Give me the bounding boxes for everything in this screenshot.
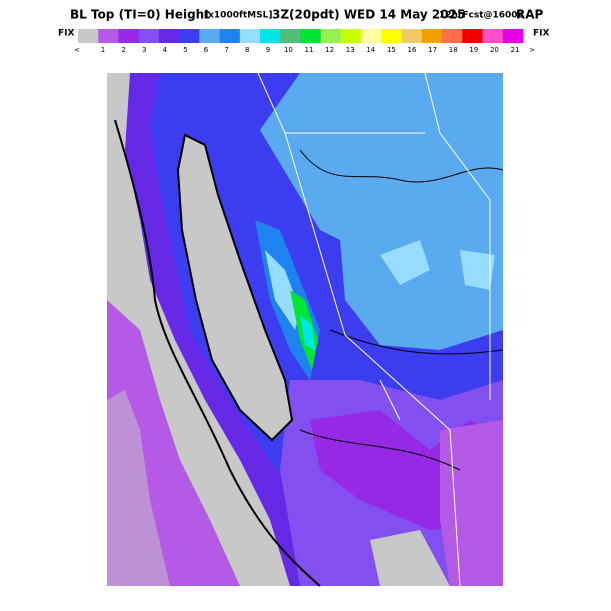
colorbar-swatch (118, 29, 140, 43)
colorbar-swatch (401, 29, 423, 43)
colorbar-label: 17 (428, 46, 437, 54)
colorbar-label: 11 (305, 46, 314, 54)
colorbar-swatch (442, 29, 463, 43)
contour (114, 119, 321, 587)
colorbar-swatch (381, 29, 403, 43)
colorbar-label: 10 (284, 46, 293, 54)
colorbar-swatch (158, 29, 180, 43)
colorbar-swatch (260, 29, 281, 43)
region (300, 315, 315, 350)
region (380, 240, 495, 290)
colorbar-swatch (421, 29, 443, 43)
region (370, 530, 450, 586)
colorbar-label: 12 (325, 46, 334, 54)
legend-left-label: FIX (58, 29, 74, 39)
title: BL Top (TI=0) Height (70, 8, 210, 22)
region (340, 200, 503, 350)
colorbar-label: 20 (490, 46, 499, 54)
colorbar-label: 14 (366, 46, 375, 54)
colorbar-label: 9 (266, 46, 270, 54)
map (107, 72, 504, 587)
colorbar-label: 5 (183, 46, 187, 54)
legend-right-label: FIX (533, 29, 549, 39)
colorbar-label: 13 (346, 46, 355, 54)
colorbar-swatch (179, 29, 200, 43)
colorbar-label: 19 (469, 46, 478, 54)
colorbar-label: 21 (511, 46, 520, 54)
colorbar-label: 6 (204, 46, 209, 54)
colorbar-swatch (199, 29, 221, 43)
colorbar-label: 1 (101, 46, 105, 54)
model: RAP (516, 8, 544, 22)
colorbar: <1 2 3 4 5 6 7 8 9 10 11 12 13 14 15 16 17 18 19 20 21 > (74, 29, 535, 54)
region (440, 420, 503, 586)
colorbar-label: 3 (142, 46, 146, 54)
state-boundary (257, 72, 491, 587)
colorbar-label: 8 (245, 46, 249, 54)
region (265, 250, 300, 330)
colorbar-swatch (361, 29, 382, 43)
central-valley (178, 135, 292, 440)
colorbar-swatch (239, 29, 261, 43)
region (107, 390, 170, 586)
colorbar-swatch (482, 29, 504, 43)
contour (176, 133, 294, 442)
colorbar-swatch (138, 29, 160, 43)
colorbar-swatch (219, 29, 241, 43)
colorbar-swatch (280, 29, 301, 43)
colorbar-swatch (340, 29, 362, 43)
valid-time: 3Z(20pdt) WED 14 May 2025 (272, 8, 465, 22)
colorbar-label: > (529, 46, 535, 54)
colorbar-swatch (300, 29, 322, 43)
colorbar-swatch (462, 29, 484, 43)
colorbar-swatch (502, 29, 524, 43)
colorbar-label: 7 (224, 46, 228, 54)
units: [x1000ftMSL] (204, 11, 272, 21)
colorbar-swatch (320, 29, 342, 43)
colorbar-label: 16 (408, 46, 417, 54)
colorbar-swatch (78, 29, 99, 43)
forecast: 12hrFcst@1600z (439, 11, 523, 21)
contour (299, 149, 504, 471)
colorbar-label: 4 (163, 46, 168, 54)
colorbar-label: < (74, 46, 80, 54)
colorbar-swatch (98, 29, 119, 43)
colorbar-label: 18 (449, 46, 458, 54)
colorbar-label: 15 (387, 46, 396, 54)
colorbar-label: 2 (121, 46, 125, 54)
